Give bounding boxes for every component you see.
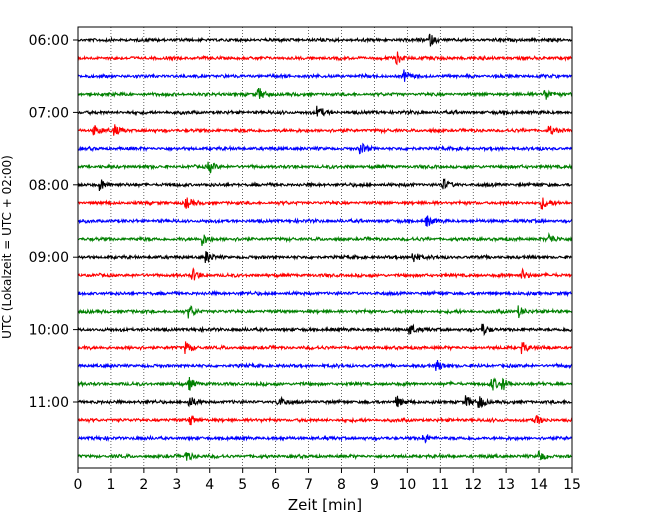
x-tick-label: 15 <box>563 477 581 493</box>
x-tick-label: 7 <box>304 477 313 493</box>
x-tick-label: 3 <box>172 477 181 493</box>
trace-1015 <box>77 341 573 355</box>
trace-0645 <box>77 87 573 100</box>
trace-0915 <box>77 267 573 281</box>
y-tick-label: 11:00 <box>29 395 69 411</box>
x-tick-label: 14 <box>530 477 548 493</box>
plot-frame <box>77 26 573 469</box>
trace-1130 <box>77 434 573 444</box>
trace-0715 <box>77 124 573 136</box>
plot-background <box>78 27 572 468</box>
trace-1000 <box>77 323 573 337</box>
y-axis-ticks: 06:00 07:00 08:00 09:00 10:00 11:00 <box>29 33 78 411</box>
y-tick-label: 08:00 <box>29 178 69 194</box>
trace-0945 <box>77 305 573 319</box>
x-tick-label: 1 <box>106 477 115 493</box>
trace-0900 <box>77 251 573 264</box>
trace-0615 <box>77 51 573 66</box>
trace-1115 <box>77 414 573 426</box>
x-tick-label: 13 <box>497 477 515 493</box>
x-tick-label: 4 <box>205 477 214 493</box>
x-tick-label: 8 <box>337 477 346 493</box>
x-tick-label: 9 <box>370 477 379 493</box>
trace-0815 <box>77 197 573 210</box>
y-axis-label: UTC (Lokalzeit = UTC + 02:00) <box>0 155 14 339</box>
y-tick-label: 09:00 <box>29 250 69 266</box>
trace-0800 <box>77 178 573 192</box>
trace-0600 <box>77 33 573 47</box>
x-tick-label: 10 <box>398 477 416 493</box>
trace-1030 <box>77 360 573 371</box>
x-axis-ticks: 0 1 2 3 4 5 6 7 8 9 10 11 12 13 14 15 <box>74 468 581 493</box>
y-tick-label: 07:00 <box>29 105 69 121</box>
y-tick-label: 10:00 <box>29 323 69 339</box>
x-axis-label: Zeit [min] <box>288 496 362 514</box>
trace-1145 <box>77 450 573 461</box>
traces <box>77 33 573 461</box>
trace-0730 <box>77 142 573 155</box>
trace-0930 <box>77 289 573 298</box>
trace-0630 <box>77 69 573 82</box>
x-tick-label: 5 <box>238 477 247 493</box>
trace-0745 <box>77 161 573 174</box>
trace-1100 <box>77 395 573 409</box>
trace-1045 <box>77 377 573 391</box>
x-tick-label: 0 <box>74 477 83 493</box>
x-tick-label: 2 <box>139 477 148 493</box>
y-tick-label: 06:00 <box>29 33 69 49</box>
x-tick-label: 6 <box>271 477 280 493</box>
trace-0830 <box>77 215 573 227</box>
x-tick-label: 12 <box>464 477 482 493</box>
trace-0700 <box>77 105 573 117</box>
trace-0845 <box>77 232 573 247</box>
x-tick-label: 11 <box>431 477 449 493</box>
